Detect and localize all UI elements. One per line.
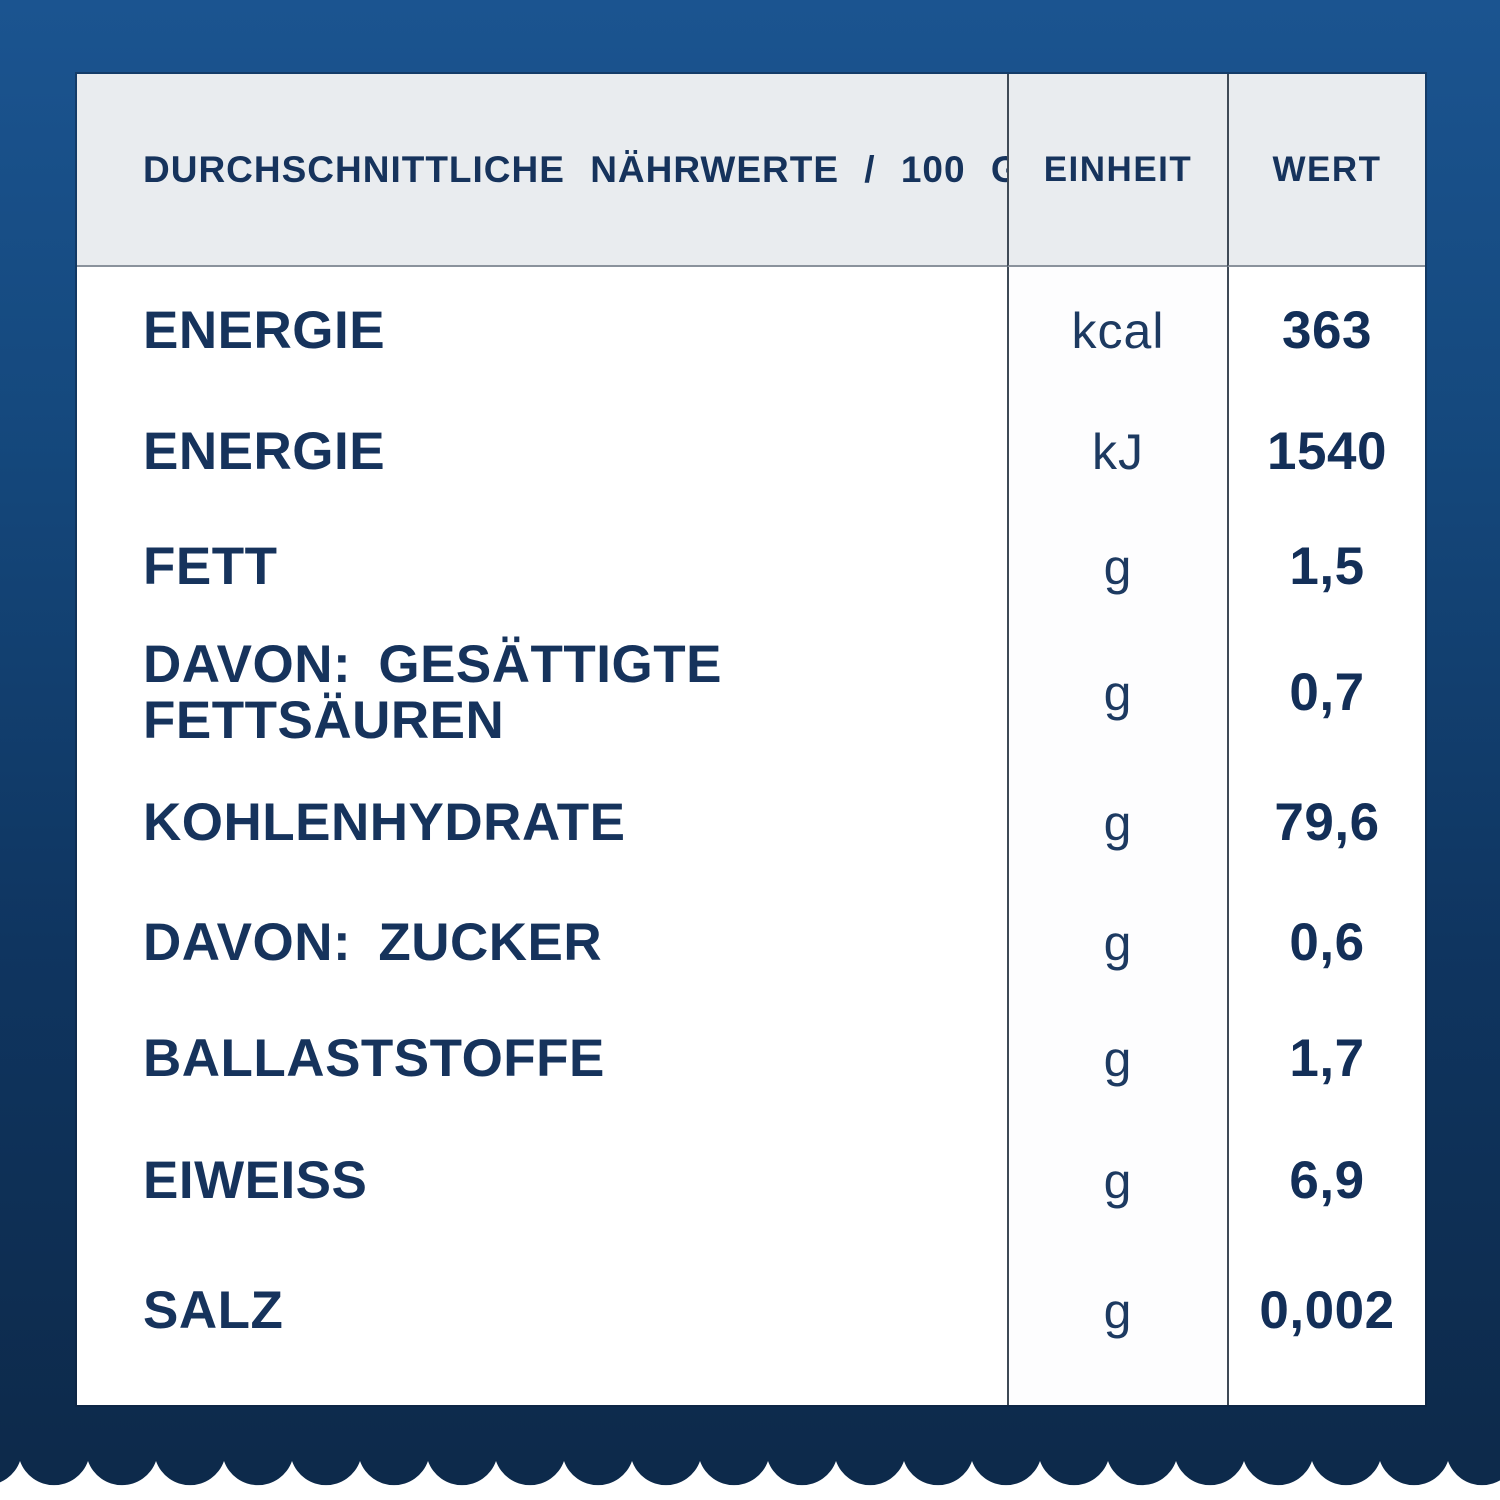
nutrient-unit: g — [1103, 1030, 1133, 1087]
nutrient-value-cell: 1,7 — [1227, 1001, 1425, 1116]
nutrient-label-cell: EIWEISS — [77, 1116, 1007, 1245]
nutrient-label: ENERGIE — [143, 300, 386, 360]
nutrient-label: BALLASTSTOFFE — [143, 1028, 605, 1088]
nutrient-label: FETT — [143, 536, 278, 596]
nutrient-value-cell: 79,6 — [1227, 761, 1425, 884]
nutrient-value: 1,5 — [1289, 537, 1365, 596]
nutrient-value-cell: 363 — [1227, 267, 1425, 394]
nutrient-unit-cell: g — [1007, 1116, 1227, 1245]
nutrient-unit: g — [1103, 794, 1133, 851]
nutrient-label: KOHLENHYDRATE — [143, 792, 626, 852]
nutrient-value: 0,7 — [1289, 663, 1365, 722]
nutrient-label-cell: SALZ — [77, 1245, 1007, 1376]
nutrient-label-cell: DAVON: GESÄTTIGTE FETTSÄUREN — [77, 624, 1007, 761]
nutrient-unit: g — [1103, 538, 1133, 595]
nutrient-unit-cell: g — [1007, 761, 1227, 884]
nutrient-value: 363 — [1282, 301, 1372, 360]
nutrient-label-cell: ENERGIE — [77, 267, 1007, 394]
nutrient-value-cell: 0,7 — [1227, 624, 1425, 761]
nutrient-label-cell: ENERGIE — [77, 394, 1007, 509]
nutrition-table: DURCHSCHNITTLICHE NÄHRWERTE / 100 G EINH… — [77, 74, 1425, 1405]
nutrient-label: DAVON: ZUCKER — [143, 912, 603, 972]
nutrient-value: 0,6 — [1289, 913, 1365, 972]
nutrient-unit-cell: g — [1007, 884, 1227, 1001]
header-unit-label: EINHEIT — [1043, 149, 1193, 189]
nutrient-unit-cell: g — [1007, 1245, 1227, 1376]
nutrient-label: ENERGIE — [143, 421, 386, 481]
nutrient-value-cell: 1,5 — [1227, 509, 1425, 624]
nutrient-unit: kcal — [1071, 302, 1165, 359]
nutrient-unit-cell: g — [1007, 509, 1227, 624]
nutrient-unit-cell: g — [1007, 1001, 1227, 1116]
nutrient-unit: g — [1103, 914, 1133, 971]
spacer-cell — [1227, 1376, 1425, 1405]
nutrient-label-cell: KOHLENHYDRATE — [77, 761, 1007, 884]
nutrient-value-cell: 6,9 — [1227, 1116, 1425, 1245]
header-cell-value: WERT — [1227, 74, 1425, 267]
nutrient-value: 6,9 — [1289, 1151, 1365, 1210]
spacer-cell — [1007, 1376, 1227, 1405]
nutrient-unit: g — [1103, 1152, 1133, 1209]
header-cell-unit: EINHEIT — [1007, 74, 1227, 267]
nutrient-value: 0,002 — [1259, 1281, 1395, 1340]
nutrient-label: EIWEISS — [143, 1150, 368, 1210]
nutrient-unit: g — [1103, 1282, 1133, 1339]
nutrient-label: DAVON: GESÄTTIGTE FETTSÄUREN — [143, 634, 722, 750]
nutrient-unit-cell: kcal — [1007, 267, 1227, 394]
nutrient-value: 1540 — [1267, 422, 1387, 481]
header-cell-nutrients: DURCHSCHNITTLICHE NÄHRWERTE / 100 G — [77, 74, 1020, 267]
scalloped-edge-decoration — [0, 1455, 1500, 1486]
nutrient-unit-cell: kJ — [1007, 394, 1227, 509]
nutrient-unit: g — [1103, 664, 1133, 721]
nutrient-unit: kJ — [1092, 423, 1144, 480]
nutrient-value-cell: 0,6 — [1227, 884, 1425, 1001]
nutrient-label-cell: FETT — [77, 509, 1007, 624]
nutrient-value-cell: 0,002 — [1227, 1245, 1425, 1376]
nutrient-value: 1,7 — [1289, 1029, 1365, 1088]
nutrient-label-cell: DAVON: ZUCKER — [77, 884, 1007, 1001]
header-nutrients-label: DURCHSCHNITTLICHE NÄHRWERTE / 100 G — [143, 148, 1021, 190]
nutrient-unit-cell: g — [1007, 624, 1227, 761]
nutrient-value: 79,6 — [1274, 793, 1380, 852]
nutrient-label: SALZ — [143, 1280, 284, 1340]
nutrient-label-cell: BALLASTSTOFFE — [77, 1001, 1007, 1116]
spacer-cell — [77, 1376, 1007, 1405]
header-value-label: WERT — [1272, 149, 1382, 189]
nutrient-value-cell: 1540 — [1227, 394, 1425, 509]
